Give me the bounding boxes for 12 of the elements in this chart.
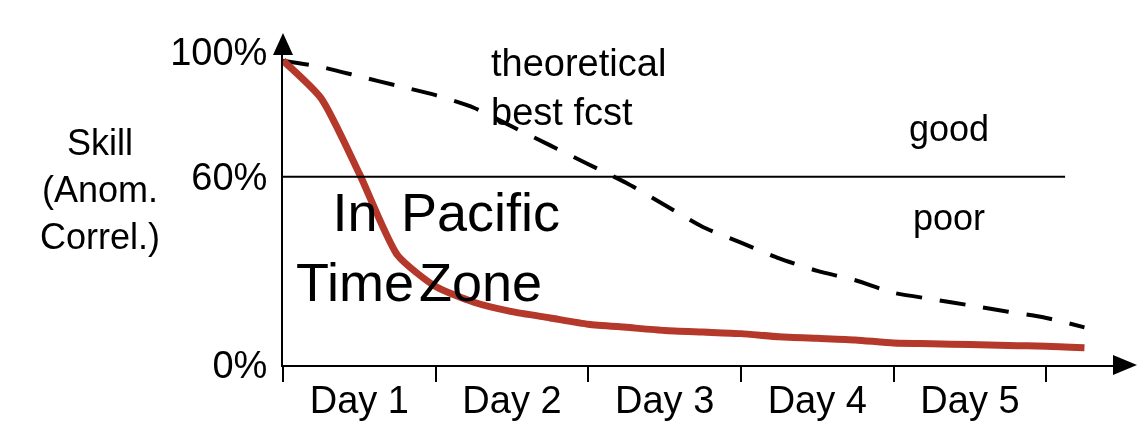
annotation: good (909, 108, 990, 149)
series-label: theoretical best fcst (491, 42, 667, 134)
y-tick-label: 100% (170, 30, 268, 73)
x-tick-label: Day 1 (309, 378, 409, 421)
y-tick-label: 60% (191, 156, 268, 199)
x-tick-label: Day 4 (767, 378, 867, 421)
y-axis-title: Skill (Anom. Correl.) (40, 122, 161, 257)
x-tick-label: Day 2 (462, 378, 562, 421)
y-tick-label: 0% (212, 344, 268, 387)
x-tick-label: Day 3 (615, 378, 715, 421)
x-tick-label: Day 5 (920, 378, 1020, 421)
annotation: poor (913, 197, 986, 238)
